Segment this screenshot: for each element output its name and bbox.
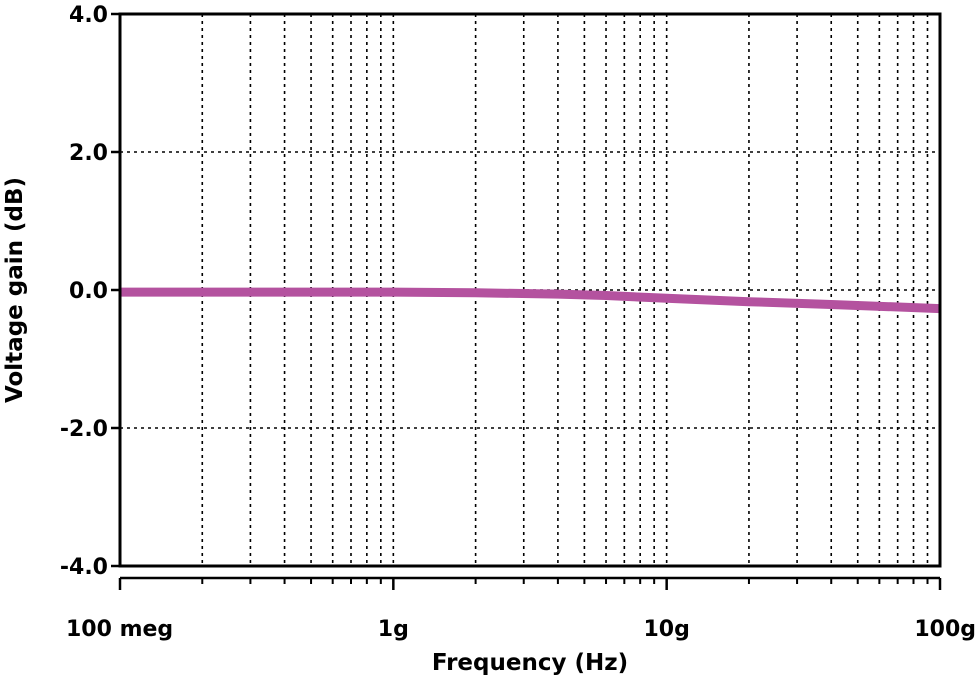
y-tick-label: 2.0: [69, 141, 108, 166]
y-tick-label: -2.0: [60, 417, 108, 442]
series-group: [120, 287, 941, 314]
x-tick-label: 1g: [378, 617, 409, 642]
series-line: [120, 287, 941, 314]
x-tick-label: 100g: [914, 617, 976, 642]
y-axis: 4.0 2.0 0.0 -2.0 -4.0: [60, 3, 120, 580]
y-axis-label: Voltage gain (dB): [2, 177, 28, 403]
x-axis-label: Frequency (Hz): [432, 650, 628, 676]
x-tick-label: 100 meg: [66, 617, 173, 642]
y-tick-label: -4.0: [60, 555, 108, 580]
x-tick-label: 10g: [643, 617, 689, 642]
y-tick-label: 4.0: [69, 3, 108, 28]
x-axis: 100 meg 1g 10g 100g: [66, 576, 976, 642]
y-tick-label: 0.0: [69, 279, 108, 304]
